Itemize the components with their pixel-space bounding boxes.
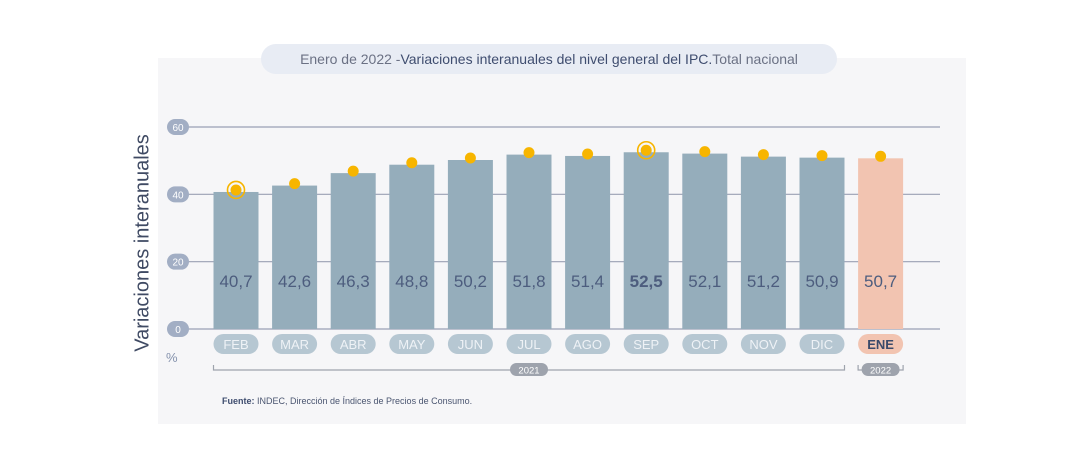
bar [799,157,845,329]
bar [858,158,904,329]
category-pill [506,334,552,354]
category-pill [213,334,259,354]
data-label: 48,8 [395,272,428,291]
marker-ring [636,140,656,160]
year-label: 2022 [870,366,891,377]
bar [447,159,493,329]
category-label: AGO [573,337,602,352]
data-label: 51,8 [512,272,545,291]
data-point-marker [230,184,242,196]
data-label: 51,2 [747,272,780,291]
bar [565,155,611,329]
bar [682,153,728,329]
category-pill [330,334,376,354]
bar [740,156,786,329]
data-label: 46,3 [337,272,370,291]
data-point-marker [699,146,711,158]
category-pill [740,334,786,354]
bar [389,164,435,329]
year-label: 2021 [518,366,539,377]
data-point-marker [464,152,476,164]
source-text: INDEC, Dirección de Índices de Precios d… [254,396,473,406]
data-label: 50,9 [805,272,838,291]
category-label: MAY [398,337,426,352]
data-point-marker [523,147,535,159]
data-point-marker [875,150,887,162]
year-pill [510,363,548,376]
source-note: Fuente: INDEC, Dirección de Índices de P… [222,396,472,406]
category-pill [389,334,435,354]
data-point-marker [757,149,769,161]
y-axis-unit: % [166,350,178,365]
category-pill [565,334,611,354]
category-pill [447,334,493,354]
category-pill [799,334,845,354]
y-tick-label: 40 [172,190,184,201]
y-tick-label: 20 [172,258,184,269]
bar [213,191,259,329]
bar [272,185,318,329]
data-label: 42,6 [278,272,311,291]
category-label: SEP [633,337,659,352]
source-label: Fuente: [222,396,255,406]
category-label: ENE [867,337,894,352]
category-label: JUL [517,337,540,352]
bar [330,173,376,329]
category-pill [682,334,728,354]
data-point-marker [816,150,828,162]
chart-title: Enero de 2022 - Variaciones interanuales… [261,44,837,74]
marker-ring [226,180,246,200]
title-suffix: Total nacional [712,51,798,67]
data-point-marker [347,165,359,177]
data-label: 50,2 [454,272,487,291]
data-label: 51,4 [571,272,604,291]
title-main: Variaciones interanuales del nivel gener… [400,51,713,67]
bar [623,152,669,329]
data-label: 52,5 [630,272,663,291]
year-pill [861,363,900,376]
y-tick-pill [167,253,189,270]
data-point-marker [640,144,652,156]
category-label: NOV [749,337,778,352]
category-label: JUN [458,337,483,352]
y-tick-pill [167,119,189,135]
y-tick-label: 0 [175,325,181,336]
category-label: OCT [691,337,719,352]
category-pill [272,334,318,354]
data-label: 50,7 [864,272,897,291]
category-pill [858,334,904,354]
data-label: 40,7 [219,272,252,291]
title-prefix: Enero de 2022 - [300,51,401,67]
category-label: MAR [280,337,309,352]
category-label: DIC [811,337,833,352]
category-label: ABR [340,337,367,352]
data-point-marker [289,178,301,190]
data-point-marker [406,157,418,169]
bar [506,154,552,329]
y-tick-label: 60 [172,123,184,134]
category-pill [623,334,669,354]
y-tick-pill [167,186,189,203]
category-label: FEB [223,337,248,352]
data-point-marker [582,148,594,160]
data-label: 52,1 [688,272,721,291]
y-tick-pill [167,321,189,337]
